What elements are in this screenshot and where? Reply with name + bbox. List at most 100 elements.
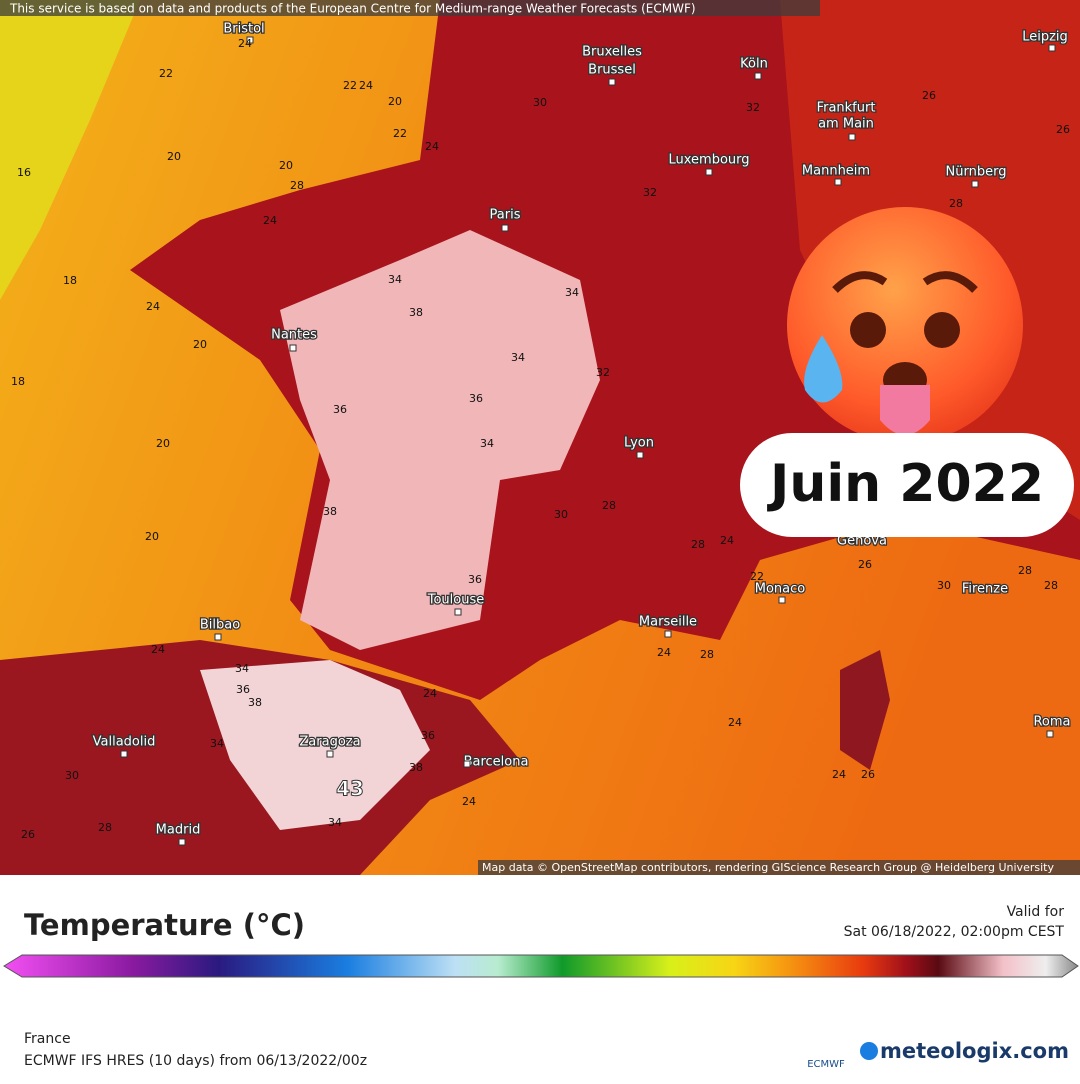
contour-label: 18 <box>63 274 77 287</box>
city-label: Zaragoza <box>299 735 360 750</box>
city-label: Bristol <box>223 22 264 37</box>
contour-label: 38 <box>409 761 423 774</box>
city-marker <box>463 760 471 768</box>
city-label: Firenze <box>962 582 1008 597</box>
city-marker <box>705 168 713 176</box>
notice-bar <box>0 0 820 16</box>
contour-label: 26 <box>1056 123 1070 136</box>
city-label: Nantes <box>271 328 317 343</box>
contour-label: 36 <box>333 403 347 416</box>
contour-label: 36 <box>236 683 250 696</box>
valid-label: Valid for <box>1007 904 1065 920</box>
contour-label: 30 <box>533 96 547 109</box>
badge-text: Juin 2022 <box>767 454 1044 514</box>
contour-label: 24 <box>462 795 476 808</box>
spain-hottest-region <box>200 660 430 830</box>
contour-label: 24 <box>359 79 373 92</box>
contour-label: 34 <box>328 816 342 829</box>
city-label: Bruxelles <box>582 45 642 60</box>
city-label: Leipzig <box>1022 30 1068 45</box>
city-label: Barcelona <box>464 755 529 770</box>
city-label: Mannheim <box>802 164 870 179</box>
city-label: Toulouse <box>427 593 485 608</box>
contour-label: 22 <box>159 67 173 80</box>
contour-label: 36 <box>468 573 482 586</box>
valid-time: Sat 06/18/2022, 02:00pm CEST <box>844 924 1065 940</box>
contour-label: 30 <box>937 579 951 592</box>
city-marker <box>754 72 762 80</box>
city-marker <box>778 596 786 604</box>
contour-label: 24 <box>657 646 671 659</box>
city-marker <box>971 180 979 188</box>
contour-label: 24 <box>423 687 437 700</box>
city-marker <box>454 608 462 616</box>
city-marker <box>1048 44 1056 52</box>
model: ECMWF IFS HRES (10 days) from 06/13/2022… <box>24 1053 367 1069</box>
contour-label: 16 <box>17 166 31 179</box>
contour-label: 26 <box>21 828 35 841</box>
contour-label: 34 <box>235 662 249 675</box>
city-marker <box>848 133 856 141</box>
contour-label: 28 <box>700 648 714 661</box>
city-marker <box>120 750 128 758</box>
contour-label: 28 <box>949 197 963 210</box>
contour-label: 28 <box>602 499 616 512</box>
city-marker <box>1046 730 1054 738</box>
legend-title: Temperature (°C) <box>24 908 305 942</box>
region: France <box>24 1031 71 1047</box>
contour-label: 24 <box>728 716 742 729</box>
city-marker <box>608 78 616 86</box>
city-marker <box>246 36 254 44</box>
contour-label: 22 <box>393 127 407 140</box>
emoji <box>787 207 1023 443</box>
contour-label: 34 <box>511 351 525 364</box>
contour-label: 26 <box>861 768 875 781</box>
city-marker <box>834 178 842 186</box>
city-label: Köln <box>740 57 768 72</box>
color-scale <box>3 954 1079 978</box>
contour-label: 34 <box>480 437 494 450</box>
city-label: Madrid <box>156 823 201 838</box>
city-label: Monaco <box>755 582 806 597</box>
contour-label: 32 <box>643 186 657 199</box>
contour-label: 36 <box>421 729 435 742</box>
contour-label: 20 <box>388 95 402 108</box>
city-label: Marseille <box>639 615 697 630</box>
contour-label: 24 <box>263 214 277 227</box>
city-marker <box>326 750 334 758</box>
contour-label: 28 <box>1044 579 1058 592</box>
city-label: Valladolid <box>93 735 156 750</box>
contour-label: 34 <box>388 273 402 286</box>
city-label: Brussel <box>588 63 636 78</box>
city-label: am Main <box>818 117 874 132</box>
contour-label: 28 <box>98 821 112 834</box>
city-marker <box>501 224 509 232</box>
contour-label: 32 <box>596 366 610 379</box>
city-marker <box>178 838 186 846</box>
contour-label: 18 <box>11 375 25 388</box>
contour-label: 20 <box>156 437 170 450</box>
contour-label: 20 <box>167 150 181 163</box>
credit-bar <box>478 860 1080 875</box>
notice: This service is based on data and produc… <box>9 2 696 16</box>
city-marker <box>214 633 222 641</box>
city-marker <box>289 344 297 352</box>
city-label: Luxembourg <box>668 153 749 168</box>
contour-label: 28 <box>691 538 705 551</box>
contour-label: 38 <box>248 696 262 709</box>
contour-label: 20 <box>145 530 159 543</box>
contour-label: 34 <box>565 286 579 299</box>
contour-label: 38 <box>323 505 337 518</box>
contour-label: 24 <box>720 534 734 547</box>
city-label: Roma <box>1033 715 1070 730</box>
city-label: Frankfurt <box>817 101 876 116</box>
contour-label: 20 <box>193 338 207 351</box>
map-credit: Map data © OpenStreetMap contributors, r… <box>482 861 1054 874</box>
contour-label: 24 <box>425 140 439 153</box>
contour-label: 43 <box>336 777 364 801</box>
city-label: Bilbao <box>200 618 240 633</box>
contour-label: 30 <box>554 508 568 521</box>
brand-icon <box>860 1042 878 1060</box>
ecmwf-logo: ECMWF <box>807 1059 845 1070</box>
